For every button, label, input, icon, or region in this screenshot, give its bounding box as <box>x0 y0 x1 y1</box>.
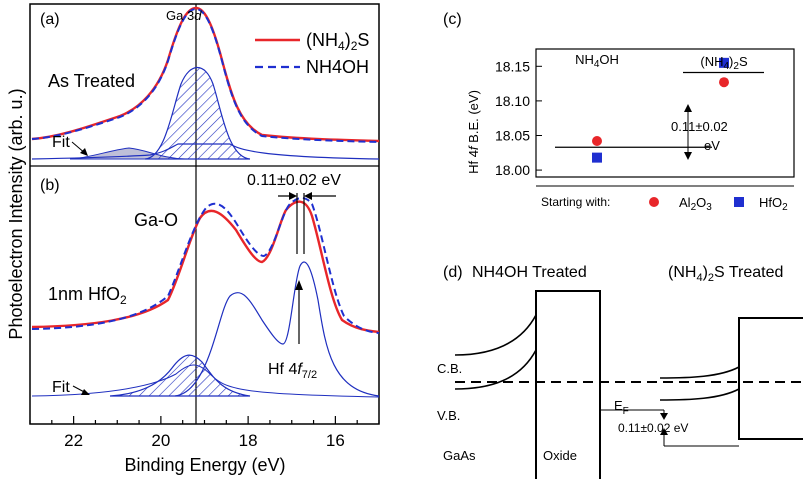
left-y-axis-label: Photoelectron Intensity (arb. u.) <box>6 88 26 339</box>
panel-a-fit-envelope <box>31 143 379 160</box>
panel-c-arrowhead-up <box>684 104 692 112</box>
right-oxide-box <box>738 317 803 440</box>
panel-c-tag: (c) <box>443 11 462 28</box>
panel-a-fit-label: Fit <box>52 134 70 151</box>
left-cb-line <box>454 314 537 356</box>
legend-red-label: (NH4)2S <box>306 30 369 53</box>
offset-label: 0.11±0.02 eV <box>618 421 688 435</box>
left-x-axis-label: Binding Energy (eV) <box>124 455 285 475</box>
left-vb-line <box>454 349 537 390</box>
right-vb-line <box>659 388 740 401</box>
panel-c-guides <box>555 71 764 148</box>
right-diagram-title: (NH4)2S Treated <box>668 264 783 284</box>
cb-label: C.B. <box>437 361 462 376</box>
panel-b-tag: (b) <box>40 177 60 194</box>
vb-label: V.B. <box>437 408 460 423</box>
panel-b-fit-hf-gao <box>174 261 379 397</box>
as-treated-label: As Treated <box>48 71 135 91</box>
panel-a-fit-hatched <box>144 66 251 160</box>
panel-c-annotation-2: eV <box>704 138 720 153</box>
x-tick-label: 18 <box>239 431 258 450</box>
panel-c-arrowhead-down <box>684 152 692 160</box>
hf-arrowhead <box>295 280 303 290</box>
gaas-label: GaAs <box>443 448 476 463</box>
legend-al2o3-label: Al2O3 <box>679 195 712 213</box>
panel-c-category-2: (NH4)2S <box>700 54 748 72</box>
ga3d-label: Ga 3d <box>166 8 202 23</box>
hf4f-label: Hf 4f7/2 <box>268 361 317 381</box>
right-cb-line <box>659 366 740 379</box>
legend-hfo2-marker <box>734 197 744 207</box>
x-tick-label: 20 <box>151 431 170 450</box>
shift-arrowhead-left <box>289 192 297 200</box>
panel-b-fit-hatched <box>109 354 251 397</box>
c-y-tick-label: 18.15 <box>495 58 530 74</box>
panel-b-fit-envelope-a <box>31 364 379 398</box>
panel-c-frame <box>535 48 795 178</box>
shift-arrowhead-right <box>304 192 312 200</box>
panel-c-category-1: NH4OH <box>575 52 619 70</box>
oxide-label: Oxide <box>543 448 577 463</box>
panel-b-blue-curve <box>31 197 379 334</box>
panel-c-footer-label: Starting with: <box>541 195 610 209</box>
c-point-al2o3 <box>719 77 729 88</box>
panel-c-annotation-1: 0.11±0.02 <box>671 119 728 134</box>
panel-d-tag: (d) <box>443 264 463 281</box>
gao-label: Ga-O <box>134 210 178 230</box>
x-ticks: 22 20 18 16 <box>29 416 380 450</box>
c-y-tick-label: 18.00 <box>495 162 530 178</box>
shift-label: 0.11±0.02 eV <box>247 172 341 189</box>
c-y-tick-label: 18.05 <box>495 127 530 143</box>
x-tick-label: 22 <box>64 431 83 450</box>
left-diagram-title: NH4OH Treated <box>472 264 587 281</box>
c-point-hfo2 <box>592 152 602 163</box>
legend-al2o3-marker <box>649 197 659 207</box>
panel-c-y-label: Hf 4f B.E. (eV) <box>466 90 481 174</box>
offset-arrowhead-down <box>660 413 668 420</box>
panel-c-points <box>592 57 729 163</box>
x-tick-label: 16 <box>326 431 345 450</box>
c-point-hfo2 <box>719 57 729 68</box>
left-oxide-box <box>535 290 601 479</box>
legend-hfo2-label: HfO2 <box>759 195 788 213</box>
legend-blue-label: NH4OH <box>306 57 369 77</box>
ef-label: EF <box>614 398 629 417</box>
c-y-tick-label: 18.10 <box>495 93 530 109</box>
c-point-al2o3 <box>592 136 602 147</box>
panel-b-fit-arrowhead <box>81 389 90 395</box>
panel-a-blue-curve <box>31 7 379 143</box>
panel-a-fit-arrowhead <box>80 148 88 156</box>
panel-c-y-ticks: 18.00 18.05 18.10 18.15 <box>495 58 542 178</box>
panel-a-tag: (a) <box>40 11 60 28</box>
panel-b-fit-label: Fit <box>52 379 70 396</box>
panel-b-red-curve <box>31 200 379 334</box>
hfo2-label: 1nm HfO2 <box>48 284 127 307</box>
offset-arrowhead-up <box>660 428 668 435</box>
